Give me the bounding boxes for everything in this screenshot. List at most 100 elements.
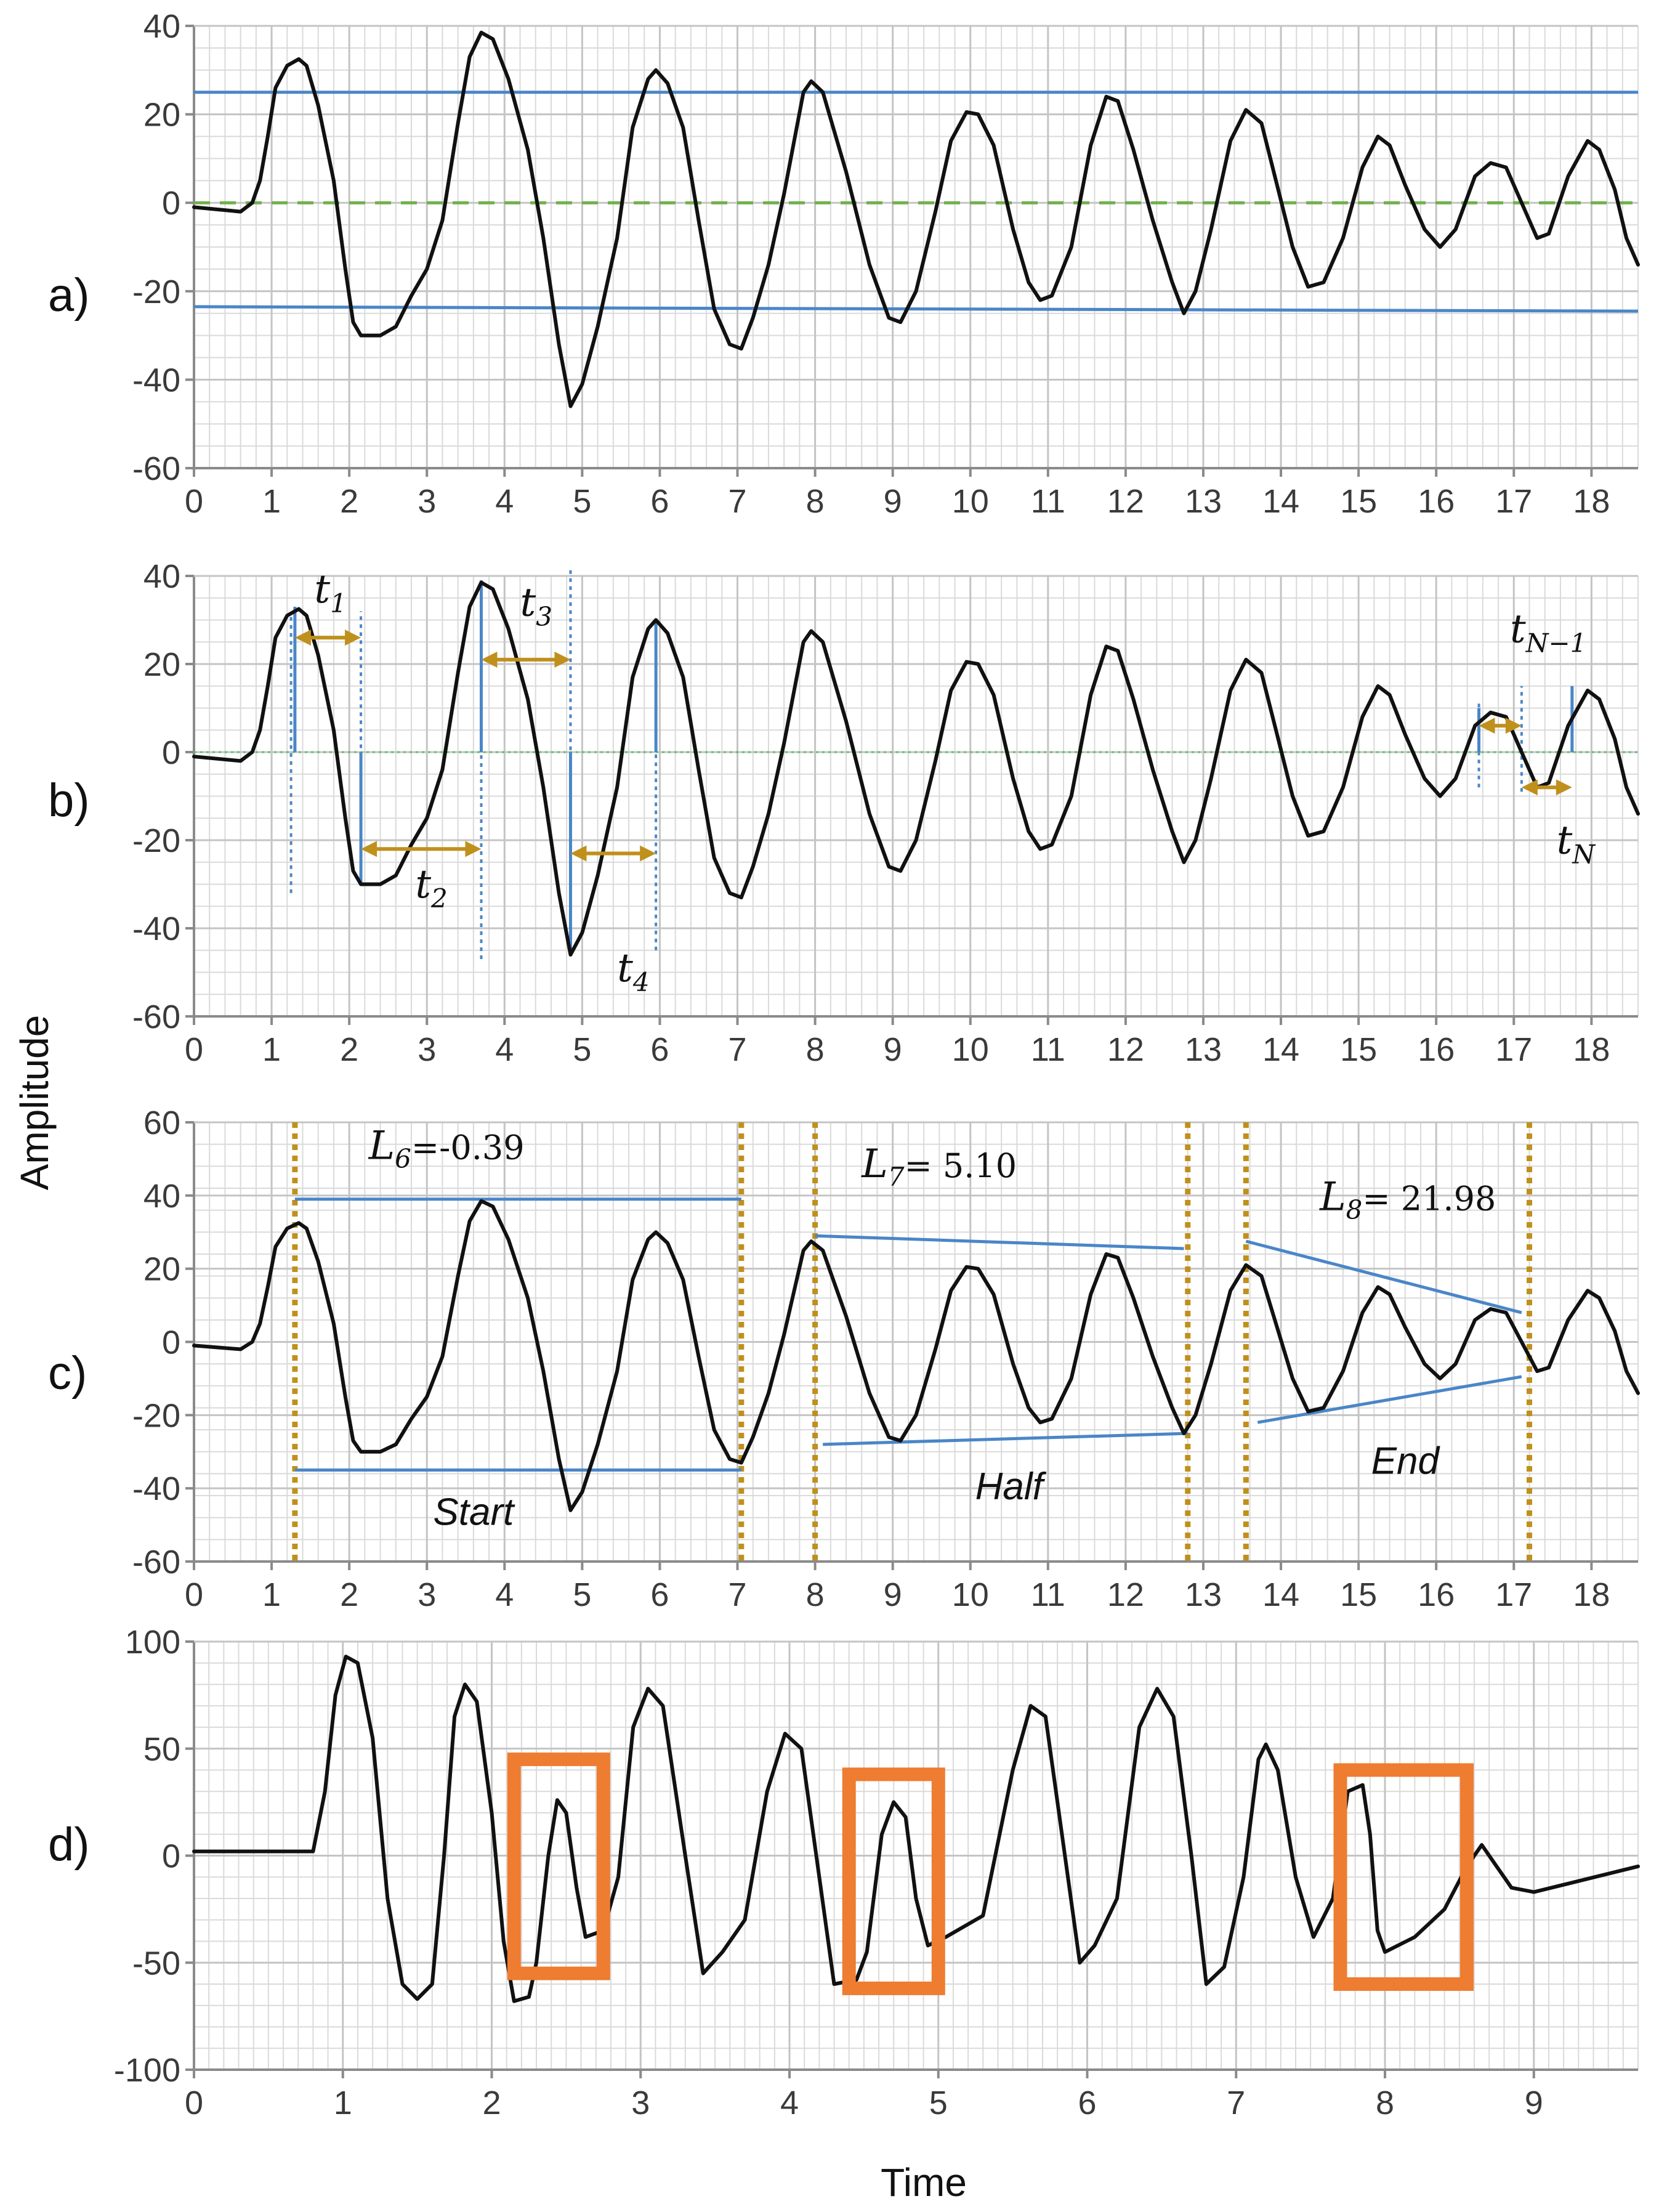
x-tick-label: 9	[884, 483, 902, 520]
arrow-head-left	[570, 845, 587, 862]
arrow-head-right	[465, 841, 482, 857]
x-tick-label: 12	[1107, 483, 1144, 520]
interval-label: t3	[520, 580, 552, 631]
x-tick-label: 10	[952, 483, 989, 520]
signal-line	[192, 30, 1640, 408]
arrow-head-left	[361, 841, 377, 857]
y-tick-label: 0	[162, 185, 180, 222]
interval-label-sub: N	[1572, 839, 1596, 869]
x-tick-label: 4	[495, 483, 514, 520]
panel-label: c)	[48, 1347, 87, 1400]
grid-b	[193, 575, 1639, 1018]
l-sub: 7	[888, 1162, 905, 1192]
x-tick-label: 0	[185, 2084, 203, 2121]
x-tick-label: 11	[1031, 1031, 1065, 1068]
panel-label: b)	[48, 774, 90, 827]
x-tick-label: 11	[1031, 483, 1065, 520]
x-tick-label: 3	[418, 1576, 436, 1613]
y-tick-label: -40	[132, 362, 180, 399]
panel-a: 0 1 2 3 4 5 6 7 8 9 10 11 12 13 14 15 16 17 1840200-20-40-…	[48, 8, 1640, 520]
panel-d: 0 1 2 3 4 5 6 7 8 9 100 50 0 -50 -100 d)	[48, 1624, 1640, 2121]
x-tick-label: 7	[729, 1576, 747, 1613]
y-tick-label: 20	[143, 1251, 180, 1288]
signal-line	[192, 580, 1640, 957]
envelope-lower-line	[1257, 1375, 1522, 1424]
x-tick-label: 2	[482, 2084, 501, 2121]
x-tick-label: 17	[1495, 1576, 1532, 1613]
x-tick-label: 3	[418, 1031, 436, 1068]
x-tick-label: 4	[495, 1576, 514, 1613]
highlight-box	[842, 1767, 945, 1995]
window-l-value: L7= 5.10	[861, 1141, 1017, 1192]
panel-b: 0 1 2 3 4 5 6 7 8 9 10 11 12 13 14 15 16 17 1840200-20-40-…	[48, 558, 1640, 1068]
x-tick-label: 18	[1573, 483, 1610, 520]
interval-label-sub: 2	[430, 883, 448, 914]
x-tick-label: 18	[1573, 1031, 1610, 1068]
arrow-head-right	[640, 845, 656, 862]
grid-c	[193, 1121, 1639, 1563]
y-tick-label: -20	[132, 1397, 180, 1434]
x-tick-label: 6	[650, 1576, 669, 1613]
x-tick-label: 7	[729, 1031, 747, 1068]
interval-label-var: t	[1557, 817, 1573, 863]
x-tick-label: 16	[1418, 1031, 1455, 1068]
highlight-box	[1333, 1763, 1474, 1991]
y-tick-label: 50	[143, 1731, 180, 1768]
arrow-head-right	[1505, 718, 1522, 734]
x-tick-label: 9	[884, 1031, 902, 1068]
window-name: Half	[975, 1465, 1047, 1508]
x-tick-label: 14	[1262, 483, 1299, 520]
x-tick-label: 10	[952, 1576, 989, 1613]
x-tick-label: 2	[340, 483, 358, 520]
y-tick-label: 60	[143, 1104, 180, 1141]
x-tick-label: 17	[1495, 483, 1532, 520]
y-tick-label: -100	[114, 2052, 180, 2089]
x-tick-label: 18	[1573, 1576, 1610, 1613]
x-tick-label: 3	[418, 483, 436, 520]
y-tick-label: -40	[132, 1470, 180, 1507]
arrow-head-right	[1556, 779, 1572, 796]
interval-label: t1	[314, 567, 346, 618]
x-tick-label: 6	[650, 483, 669, 520]
x-tick-label: 16	[1418, 483, 1455, 520]
x-tick-label: 4	[495, 1031, 514, 1068]
arrow-head-left	[294, 630, 311, 646]
interval-label-sub: N−1	[1525, 628, 1587, 658]
window-l-value: L8= 21.98	[1319, 1175, 1496, 1225]
x-tick-label: 0	[185, 1576, 203, 1613]
x-tick-label: 14	[1262, 1031, 1299, 1068]
arrow-head-left	[481, 651, 498, 668]
x-tick-label: 10	[952, 1031, 989, 1068]
y-tick-label: 40	[143, 1178, 180, 1215]
arrow-head-right	[345, 630, 361, 646]
interval-label-var: t	[415, 862, 431, 907]
y-tick-label: -40	[132, 910, 180, 947]
interval-label-var: t	[617, 946, 633, 991]
x-tick-label: 2	[340, 1576, 358, 1613]
x-tick-label: 4	[780, 2084, 799, 2121]
envelope-upper-line	[1245, 1239, 1522, 1315]
x-tick-label: 7	[729, 483, 747, 520]
y-tick-label: 20	[143, 646, 180, 683]
x-tick-label: 8	[806, 483, 825, 520]
x-tick-label: 0	[185, 483, 203, 520]
x-tick-label: 5	[929, 2084, 948, 2121]
envelope-upper-line	[815, 1234, 1184, 1250]
interval-label-var: t	[1510, 606, 1526, 652]
x-tick-label: 5	[573, 1031, 591, 1068]
interval-label-var: t	[314, 567, 330, 612]
interval-label: tN	[1557, 817, 1596, 869]
y-tick-label: 40	[143, 558, 180, 595]
panel-c: 0 1 2 3 4 5 6 7 8 9 10 11 12 13 14 15 16 17 186040200-20-4…	[48, 1104, 1640, 1613]
x-tick-label: 13	[1185, 1031, 1222, 1068]
y-tick-label: 40	[143, 8, 180, 45]
x-tick-label: 14	[1262, 1576, 1299, 1613]
y-tick-label: -20	[132, 273, 180, 310]
y-tick-label: -60	[132, 450, 180, 487]
x-tick-label: 8	[806, 1031, 825, 1068]
y-tick-label: -60	[132, 1544, 180, 1581]
lower-bound-line	[193, 305, 1639, 313]
x-tick-label: 13	[1185, 483, 1222, 520]
interval-label-var: t	[520, 580, 536, 625]
